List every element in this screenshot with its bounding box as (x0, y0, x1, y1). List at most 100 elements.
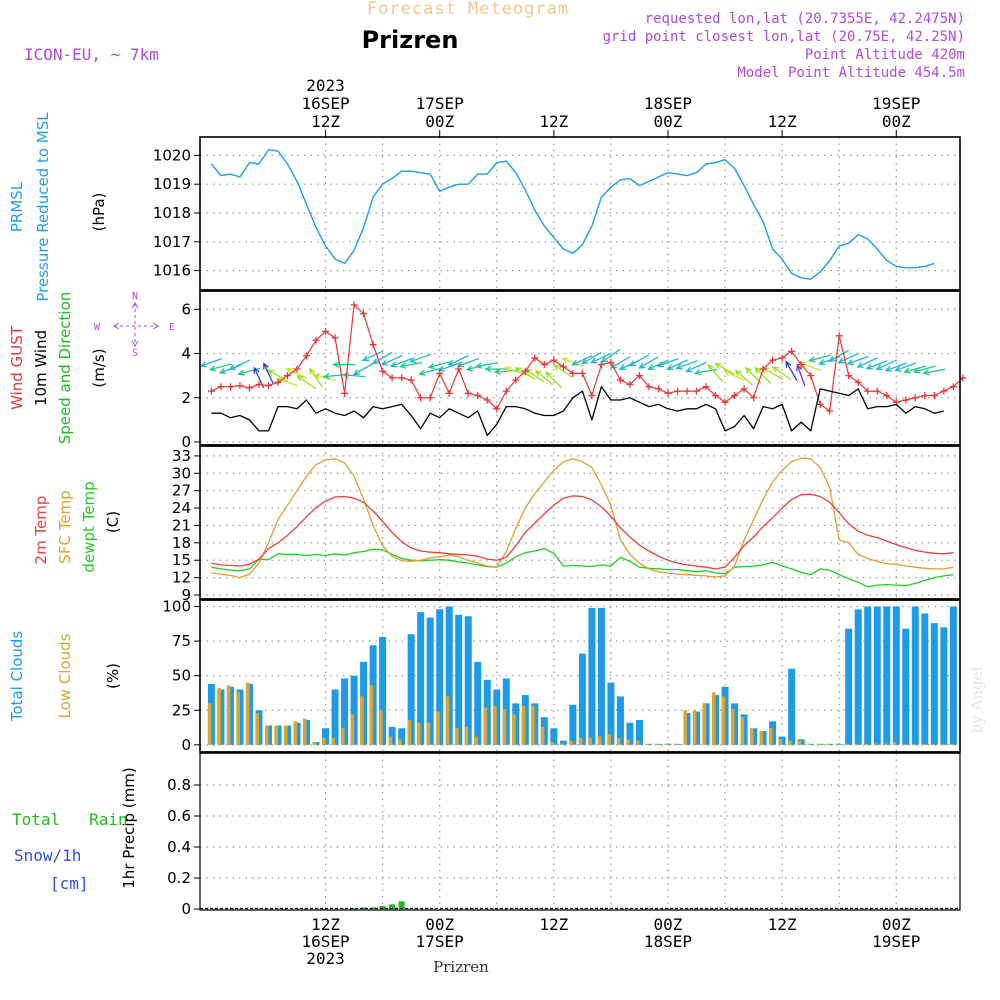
clouds-unit: (%) (104, 663, 122, 689)
location-title: Prizren (362, 26, 459, 54)
low-clouds-bar (902, 743, 906, 745)
wind-arrow-head (685, 366, 693, 373)
wind-gust-marker (379, 367, 387, 375)
wind-arrow-head (744, 366, 752, 374)
panel-frame (199, 290, 961, 446)
wind-arrow-shaft (754, 367, 772, 384)
temp-2m-line (211, 493, 954, 570)
top-time-label: 12Z (768, 112, 797, 131)
low-clouds-bar (597, 736, 602, 745)
snow-unit-label: [cm] (50, 874, 89, 893)
wind-gust-marker (921, 392, 929, 400)
wind-arrow-shaft (448, 354, 469, 366)
compass-rose: N S W E (94, 291, 175, 359)
wind-arrow-head (447, 359, 455, 366)
compass-n: N (132, 291, 138, 302)
wind-arrow-shaft (591, 352, 612, 364)
wind-arrow (437, 362, 460, 372)
low-clouds-bar (730, 708, 735, 745)
total-clouds-bar (626, 722, 634, 745)
wind-arrow-shaft (229, 359, 251, 370)
wind-arrow-shaft (297, 375, 316, 390)
wind-gust-marker (645, 383, 653, 391)
wind-gust-marker (616, 376, 624, 384)
wind-arrow (545, 371, 563, 389)
wind-arrow-head (837, 357, 845, 364)
low-clouds-bar (436, 711, 440, 745)
low-clouds-bar (645, 743, 649, 745)
wind-gust-marker (721, 398, 729, 406)
low-clouds-bar (388, 736, 393, 745)
wind-arrow-shaft (545, 371, 563, 389)
total-clouds-bar (616, 696, 624, 745)
y-tick-label: 24 (172, 499, 191, 517)
y-tick-label: 0.2 (167, 869, 191, 887)
wind-arrow-shaft (372, 351, 393, 365)
y-tick-label: 33 (172, 447, 191, 465)
wind-arrow (263, 362, 274, 384)
y-tick-label: 27 (172, 482, 191, 500)
wind-gust-marker (407, 376, 415, 384)
wind-arrow-head (408, 356, 417, 363)
low-clouds-bar (360, 696, 364, 745)
wind-arrow-shaft (639, 356, 659, 369)
wind-gust-marker (512, 376, 520, 384)
footer-location: Prizren (433, 958, 489, 976)
total-clouds-bar (550, 728, 558, 745)
wind-arrow-shaft (838, 352, 859, 364)
wind-arrow-head (734, 369, 742, 377)
compass-s: S (132, 348, 138, 359)
wind-arrow-head (638, 362, 646, 369)
wind-arrow (828, 349, 850, 362)
precip-axis-label: 1hr Precip (mm) (120, 767, 138, 888)
total-clouds-bar (569, 704, 577, 745)
wind-arrow-head (922, 369, 930, 376)
wind-gust-marker (559, 363, 567, 371)
wind-gust-marker (445, 389, 453, 397)
low-clouds-bar (940, 743, 944, 745)
wind-arrow (389, 357, 413, 368)
wind-arrow-shaft (724, 370, 745, 381)
wind-arrow (609, 356, 631, 369)
bottom-time-label: 12Z (768, 915, 797, 934)
wind-gust-marker (483, 396, 491, 404)
wind-gust-marker (284, 372, 292, 380)
wind-arrow-head (609, 362, 617, 369)
wind-gust-marker (797, 361, 805, 369)
wind-arrow (707, 363, 724, 383)
wind-gust-marker (597, 361, 605, 369)
wind-arrow-head (427, 363, 436, 370)
wind-arrow-shaft (610, 356, 631, 369)
wind-arrow-shaft (885, 362, 907, 372)
low-clouds-bar (474, 736, 478, 745)
low-clouds-bar (769, 728, 773, 745)
top-time-label: 00Z (882, 112, 911, 131)
wind-arrow-shaft (876, 359, 898, 370)
wind-gust-marker (426, 394, 434, 402)
low-clouds-bar (854, 743, 859, 745)
wind-arrow-shaft (410, 353, 432, 363)
panel-frame (199, 445, 961, 600)
wind-gust-marker (331, 334, 339, 342)
total-clouds-bar (559, 740, 567, 745)
wind-arrow-shaft (309, 368, 323, 388)
low-clouds-bar (892, 742, 897, 745)
bottom-time-label: 19SEP (872, 932, 920, 951)
wind-arrow (474, 362, 499, 369)
wind-gust-marker (826, 407, 834, 415)
wind-arrow-shaft (391, 357, 413, 367)
wind-arrow-head (875, 364, 883, 370)
low-clouds-bar (521, 706, 526, 745)
low-clouds-bar (721, 696, 726, 745)
low-clouds-bar (883, 743, 887, 745)
wind-gust-marker (455, 365, 463, 373)
wind-arrow-head (865, 363, 873, 370)
wind-arrow (590, 352, 612, 364)
wind-arrow-shaft (829, 349, 850, 362)
wind-arrow-head (418, 369, 426, 376)
wind-arrow (322, 372, 347, 380)
wind-arrow-shaft (553, 364, 573, 379)
wind-gust-marker (550, 356, 558, 364)
wind-gust-marker (588, 392, 596, 400)
low-clouds-bar (569, 740, 573, 745)
